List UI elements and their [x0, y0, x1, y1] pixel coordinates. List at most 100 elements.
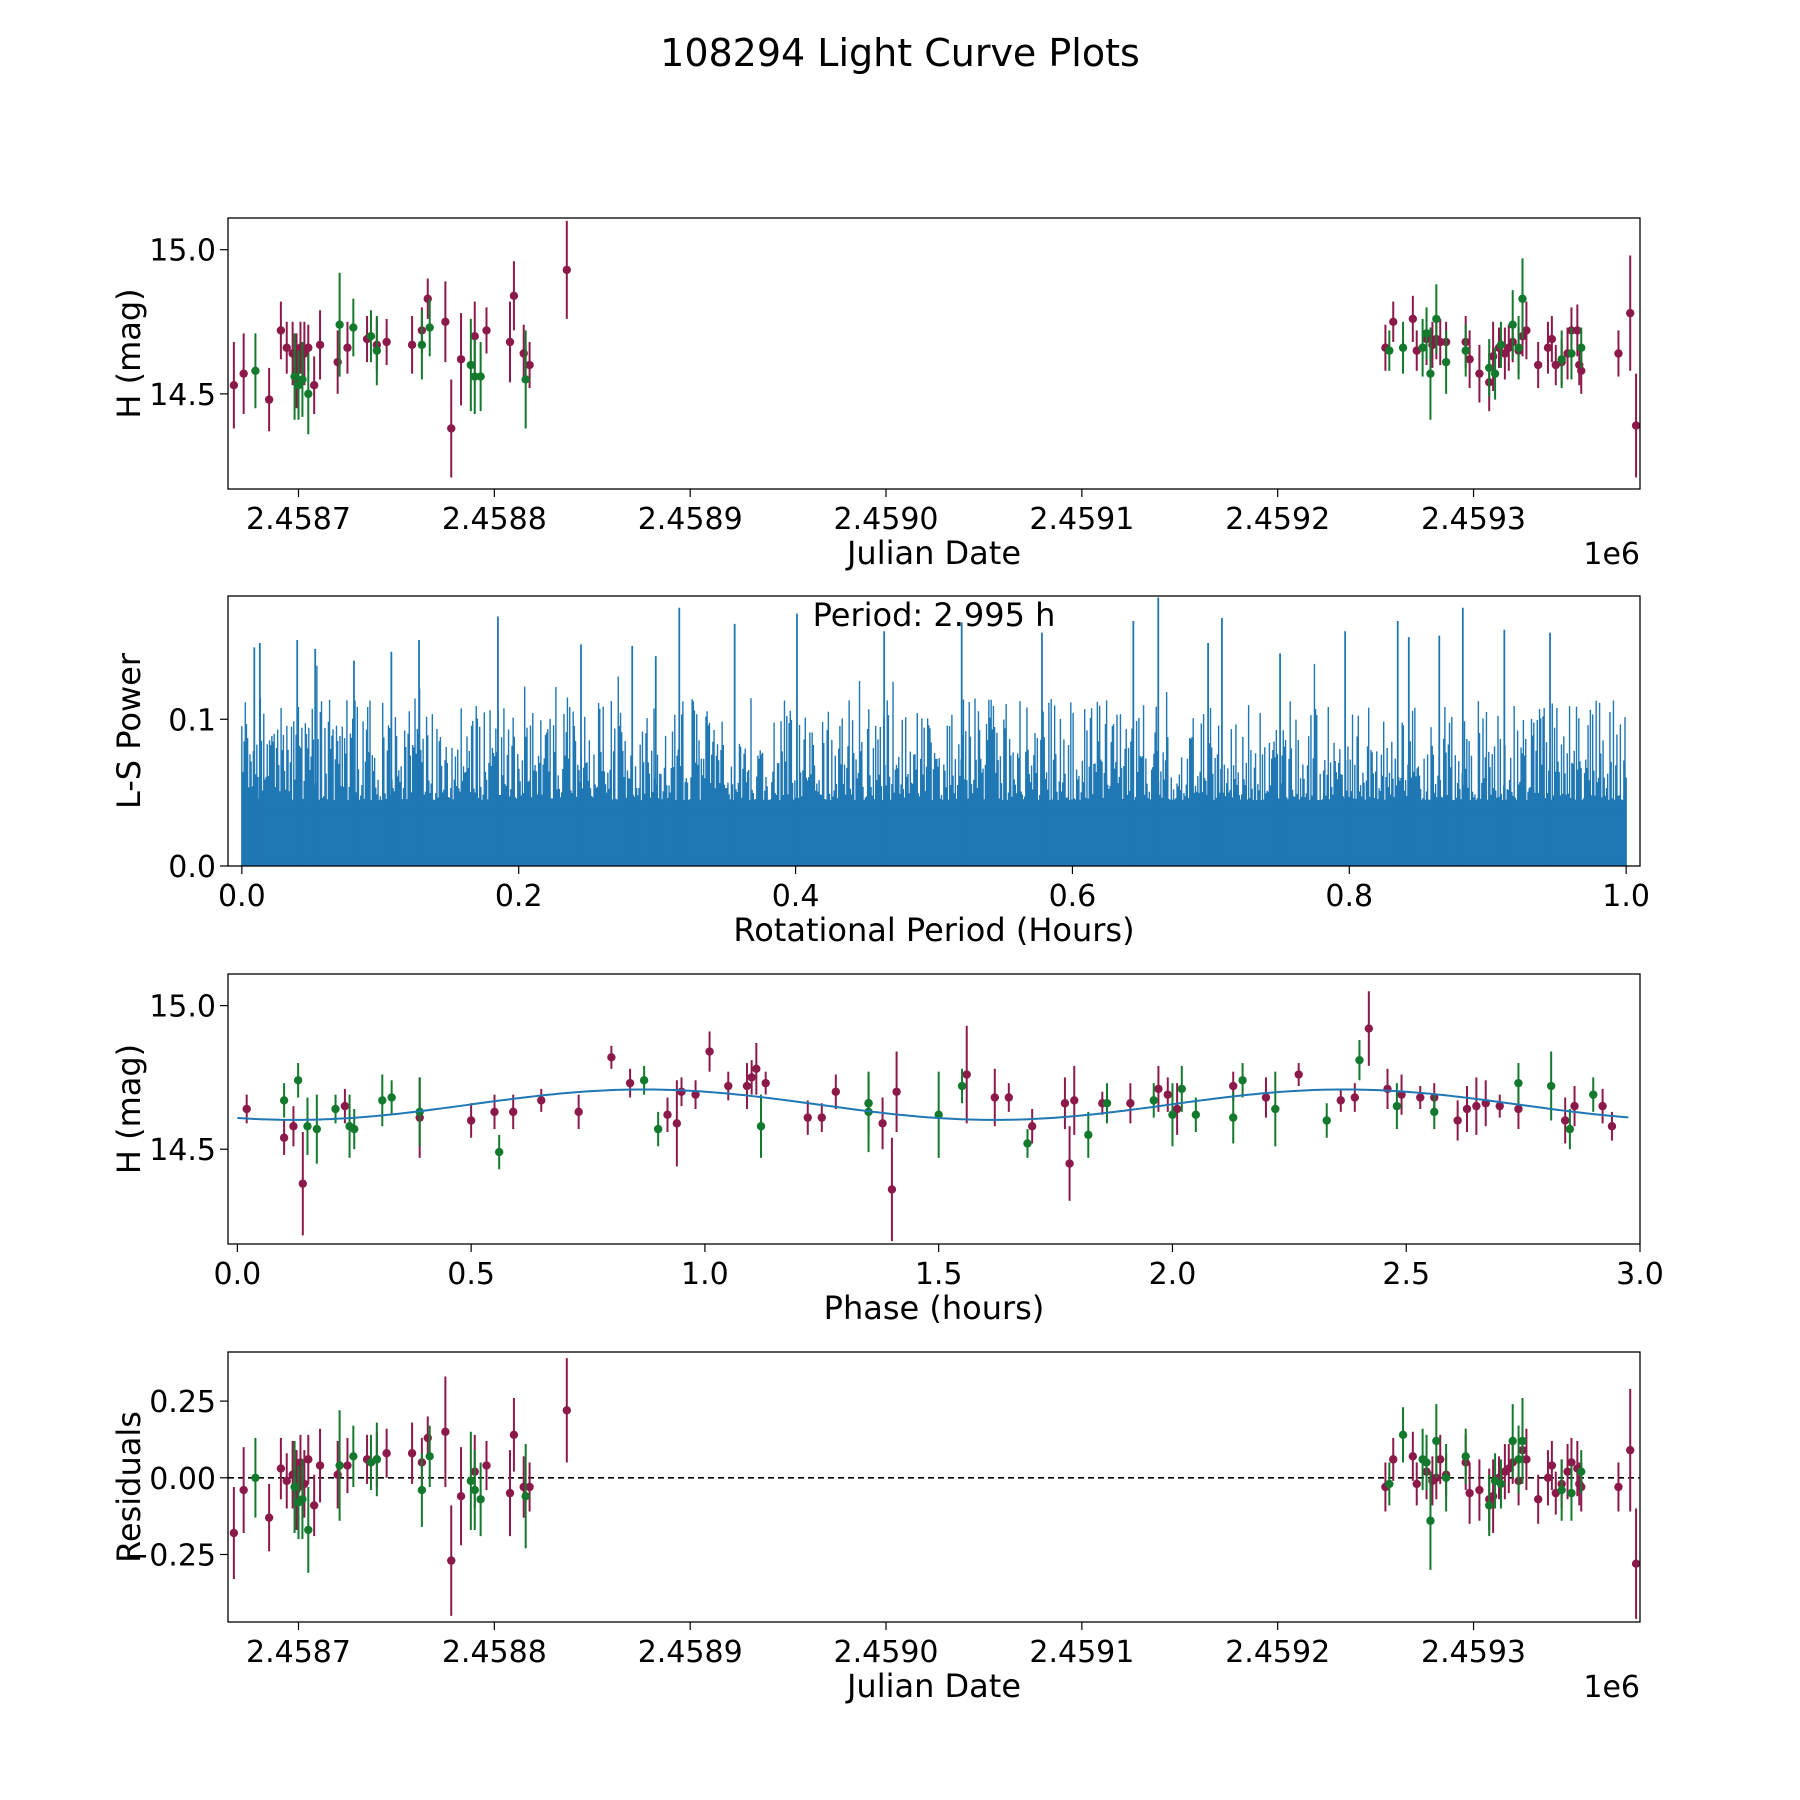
data-point	[761, 1071, 770, 1095]
data-point	[309, 356, 319, 415]
data-marker	[312, 1124, 322, 1134]
data-marker	[1191, 1110, 1201, 1119]
data-point	[251, 333, 260, 409]
data-marker	[663, 1110, 672, 1119]
data-point	[309, 1474, 319, 1537]
data-point	[1557, 1459, 1566, 1521]
data-point	[282, 321, 291, 374]
data-marker	[677, 1087, 686, 1096]
x-tick-label: 2.4591	[1029, 502, 1134, 537]
data-marker	[289, 1122, 298, 1131]
data-point	[382, 1428, 391, 1478]
data-marker	[1149, 1096, 1158, 1105]
data-point	[482, 307, 491, 354]
data-marker	[378, 1096, 387, 1105]
data-point	[1149, 1083, 1158, 1118]
data-point	[1177, 1065, 1187, 1112]
data-point	[447, 379, 456, 478]
data-marker	[1102, 1099, 1112, 1108]
data-marker	[1070, 1096, 1079, 1105]
data-point	[1426, 327, 1435, 420]
data-point	[466, 1103, 476, 1138]
data-marker	[521, 375, 530, 384]
data-point	[1168, 1083, 1177, 1147]
data-point	[282, 1453, 291, 1509]
data-point	[1238, 1063, 1247, 1098]
data-marker	[1518, 1436, 1527, 1446]
data-marker	[1412, 1479, 1421, 1489]
data-marker	[892, 1087, 901, 1096]
data-point	[1475, 344, 1484, 403]
data-marker	[476, 372, 485, 381]
data-marker	[1364, 1024, 1374, 1033]
data-point	[1472, 1077, 1481, 1135]
data-marker	[1567, 1488, 1576, 1498]
data-point	[456, 313, 466, 406]
data-point	[229, 341, 239, 429]
data-marker	[1522, 326, 1531, 335]
data-point	[1027, 1109, 1037, 1144]
data-marker	[229, 1528, 239, 1538]
data-marker	[1589, 1090, 1598, 1099]
data-marker	[1485, 363, 1494, 373]
data-point	[831, 1074, 841, 1109]
data-point	[562, 220, 572, 319]
residuals-panel: 2.4587 2.4588 2.4589 2.4590 2.4591 2.4592 2.45…	[110, 1351, 1641, 1705]
data-marker	[304, 343, 313, 352]
data-marker	[304, 1525, 313, 1535]
period-annotation: Period: 2.995 h	[813, 596, 1056, 634]
data-marker	[441, 317, 450, 326]
data-marker	[387, 1093, 396, 1102]
data-marker	[1355, 1055, 1364, 1065]
data-marker	[1563, 1467, 1572, 1476]
data-marker	[251, 1473, 260, 1482]
x-tick-label: 2.4593	[1421, 1635, 1526, 1670]
data-marker	[298, 375, 307, 384]
data-point	[747, 1060, 756, 1095]
data-marker	[1229, 1081, 1238, 1091]
data-point	[1418, 318, 1427, 377]
y-tick-label: 14.5	[149, 378, 216, 413]
data-marker	[372, 346, 382, 355]
data-point	[382, 318, 391, 366]
data-marker	[1631, 1559, 1640, 1568]
data-point	[366, 310, 376, 363]
plot-area	[237, 991, 1629, 1242]
data-marker	[1453, 1116, 1462, 1125]
data-marker	[752, 1064, 761, 1073]
data-point	[1533, 341, 1543, 389]
data-point	[1485, 1474, 1494, 1537]
data-point	[1364, 991, 1374, 1066]
data-marker	[304, 1455, 313, 1464]
x-tick-label: 2.4588	[442, 502, 547, 537]
data-point	[1412, 1462, 1421, 1506]
data-marker	[1023, 1139, 1032, 1148]
data-marker	[761, 1078, 770, 1088]
data-marker	[466, 360, 476, 370]
data-marker	[509, 1430, 519, 1440]
data-marker	[382, 1449, 391, 1458]
data-point	[934, 1071, 943, 1158]
x-tick-label: 2.4593	[1421, 502, 1526, 537]
data-point	[1465, 330, 1474, 389]
data-point	[878, 1097, 887, 1150]
data-point	[1422, 1434, 1431, 1491]
data-marker	[441, 1427, 450, 1436]
data-marker	[537, 1096, 546, 1105]
y-axis-label: H (mag)	[110, 288, 148, 418]
data-marker	[653, 1124, 663, 1134]
data-point	[1504, 1444, 1513, 1494]
data-marker	[1385, 346, 1394, 355]
model-fit-curve	[237, 1088, 1629, 1121]
data-point	[1462, 1086, 1472, 1132]
data-point	[372, 316, 382, 386]
x-tick-label: 2.4587	[246, 502, 351, 537]
data-point	[490, 1094, 499, 1130]
data-marker	[1472, 1101, 1481, 1111]
data-point	[293, 1063, 303, 1098]
data-marker	[1398, 343, 1408, 352]
data-marker	[1027, 1122, 1037, 1131]
data-marker	[407, 340, 417, 350]
data-marker	[1567, 349, 1576, 358]
data-point	[1436, 1434, 1445, 1484]
